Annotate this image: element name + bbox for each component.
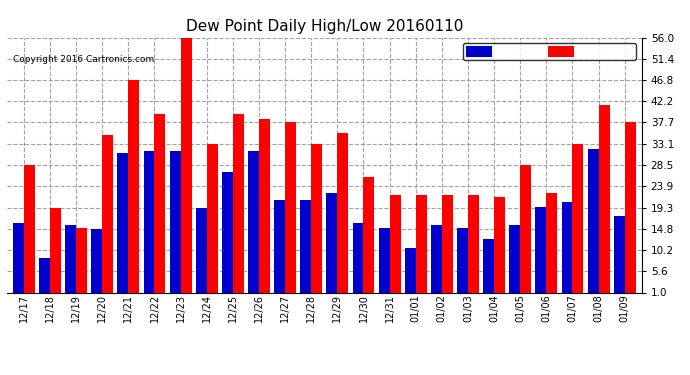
Bar [13, 223, 24, 297]
Bar [353, 223, 364, 297]
Bar [311, 144, 322, 297]
Bar [91, 228, 102, 297]
Bar [128, 80, 139, 297]
Bar [483, 239, 494, 297]
Bar [613, 216, 624, 297]
Bar [494, 198, 505, 297]
Bar [24, 165, 35, 297]
Bar [546, 193, 558, 297]
Bar [416, 195, 426, 297]
Bar [181, 38, 192, 297]
Bar [624, 122, 635, 297]
Text: Copyright 2016 Cartronics.com: Copyright 2016 Cartronics.com [13, 56, 155, 64]
Bar [76, 228, 87, 297]
Bar [509, 225, 520, 297]
Bar [535, 207, 546, 297]
Bar [196, 208, 207, 297]
Bar [457, 228, 468, 297]
Bar [599, 105, 609, 297]
Bar [248, 151, 259, 297]
Bar [520, 165, 531, 297]
Bar [274, 200, 285, 297]
Bar [431, 225, 442, 297]
Bar [390, 195, 401, 297]
Bar [285, 122, 296, 297]
Bar [442, 195, 453, 297]
Title: Dew Point Daily High/Low 20160110: Dew Point Daily High/Low 20160110 [186, 18, 463, 33]
Bar [102, 135, 113, 297]
Bar [468, 195, 479, 297]
Bar [337, 132, 348, 297]
Bar [405, 249, 416, 297]
Bar [364, 177, 375, 297]
Bar [117, 153, 128, 297]
Bar [144, 151, 155, 297]
Bar [50, 208, 61, 297]
Bar [39, 258, 50, 297]
Bar [300, 200, 311, 297]
Bar [573, 144, 584, 297]
Bar [379, 228, 390, 297]
Bar [207, 144, 218, 297]
Bar [588, 149, 599, 297]
Bar [233, 114, 244, 297]
Bar [326, 193, 337, 297]
Bar [259, 118, 270, 297]
Bar [155, 114, 166, 297]
Bar [562, 202, 573, 297]
Legend: Low  (°F), High  (°F): Low (°F), High (°F) [463, 43, 636, 60]
Bar [65, 225, 76, 297]
Bar [170, 151, 181, 297]
Bar [222, 172, 233, 297]
